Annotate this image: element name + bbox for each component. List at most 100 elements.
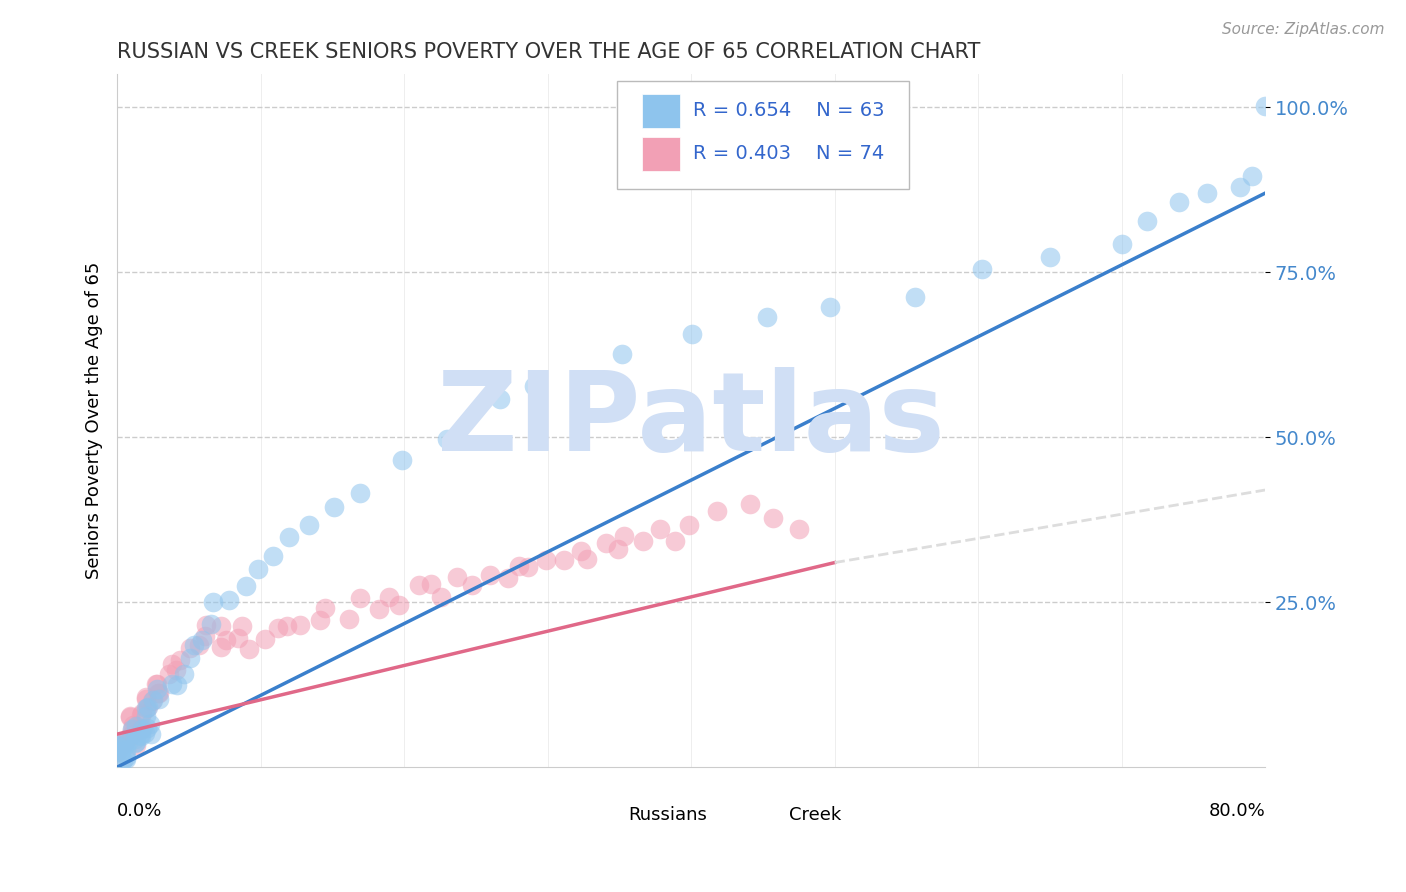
Point: [706, 504, 728, 518]
Point: [246, 562, 269, 576]
Point: [226, 631, 249, 645]
Point: [169, 653, 191, 667]
Point: [110, 738, 132, 752]
Point: [367, 602, 389, 616]
Point: [124, 731, 146, 746]
Y-axis label: Seniors Poverty Over the Age of 65: Seniors Poverty Over the Age of 65: [86, 262, 103, 580]
Point: [141, 694, 163, 708]
Point: [408, 578, 430, 592]
Point: [254, 632, 277, 646]
Bar: [641, 95, 679, 128]
Point: [105, 739, 128, 753]
Point: [553, 553, 575, 567]
Point: [142, 693, 165, 707]
Bar: [754, 806, 779, 824]
Point: [105, 739, 128, 753]
Point: [755, 310, 778, 324]
Point: [179, 651, 201, 665]
Point: [191, 632, 214, 647]
Point: [114, 750, 136, 764]
Point: [129, 708, 152, 723]
Point: [194, 617, 217, 632]
Point: [678, 518, 700, 533]
Text: R = 0.403    N = 74: R = 0.403 N = 74: [693, 145, 884, 163]
Point: [135, 692, 157, 706]
Point: [322, 500, 344, 514]
Point: [146, 682, 169, 697]
Point: [517, 560, 540, 574]
Point: [460, 578, 482, 592]
Point: [166, 663, 188, 677]
Point: [121, 723, 143, 737]
Point: [1241, 169, 1264, 183]
Point: [575, 551, 598, 566]
Point: [479, 567, 502, 582]
Point: [238, 642, 260, 657]
Point: [114, 734, 136, 748]
Point: [129, 722, 152, 736]
Bar: [593, 806, 619, 824]
Point: [200, 616, 222, 631]
Point: [139, 717, 162, 731]
Point: [209, 619, 232, 633]
Point: [112, 736, 135, 750]
Point: [446, 570, 468, 584]
Point: [610, 346, 633, 360]
Point: [120, 728, 142, 742]
Point: [107, 744, 129, 758]
Text: Russians: Russians: [628, 805, 707, 824]
Point: [135, 709, 157, 723]
Point: [136, 701, 159, 715]
Point: [129, 729, 152, 743]
Point: [818, 301, 841, 315]
Point: [107, 736, 129, 750]
Point: [1111, 236, 1133, 251]
Point: [308, 613, 330, 627]
Point: [314, 600, 336, 615]
Point: [148, 691, 170, 706]
Point: [631, 533, 654, 548]
Point: [523, 379, 546, 393]
Point: [117, 731, 139, 745]
Point: [378, 590, 401, 604]
Text: Source: ZipAtlas.com: Source: ZipAtlas.com: [1222, 22, 1385, 37]
Point: [121, 723, 143, 738]
Text: R = 0.654    N = 63: R = 0.654 N = 63: [693, 102, 884, 120]
Point: [134, 726, 156, 740]
Point: [110, 745, 132, 759]
Point: [111, 753, 134, 767]
Point: [135, 721, 157, 735]
Point: [1168, 194, 1191, 209]
Point: [112, 739, 135, 753]
Point: [202, 594, 225, 608]
Point: [121, 718, 143, 732]
Point: [648, 522, 671, 536]
Point: [135, 690, 157, 704]
Point: [215, 633, 238, 648]
Point: [115, 743, 138, 757]
Point: [145, 677, 167, 691]
Point: [277, 530, 299, 544]
Point: [388, 599, 411, 613]
Point: [534, 553, 557, 567]
Point: [762, 510, 785, 524]
Point: [787, 522, 810, 536]
Point: [508, 558, 530, 573]
Point: [1136, 214, 1159, 228]
Point: [235, 579, 257, 593]
Point: [105, 745, 128, 759]
Point: [606, 542, 628, 557]
Point: [136, 700, 159, 714]
Point: [436, 433, 458, 447]
Bar: [641, 137, 679, 170]
Point: [349, 591, 371, 605]
Point: [145, 677, 167, 691]
Point: [131, 706, 153, 720]
Text: Creek: Creek: [789, 805, 841, 824]
Point: [179, 640, 201, 655]
Point: [569, 544, 592, 558]
Point: [125, 735, 148, 749]
Point: [124, 735, 146, 749]
Point: [972, 262, 994, 277]
Point: [904, 290, 927, 304]
